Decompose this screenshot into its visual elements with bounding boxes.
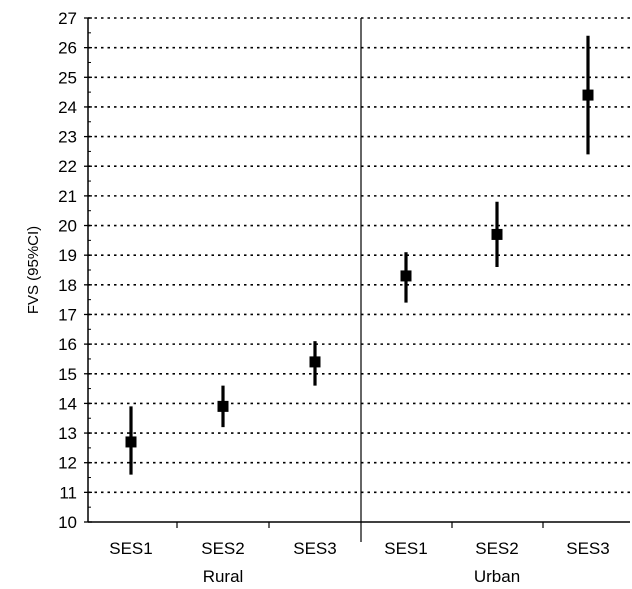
y-tick-label: 14 <box>58 394 77 413</box>
x-tick-label: SES3 <box>566 539 609 558</box>
y-tick-label: 27 <box>58 9 77 28</box>
data-point <box>400 270 412 282</box>
y-tick-label: 10 <box>58 513 77 532</box>
axes <box>87 18 630 542</box>
y-tick-label: 15 <box>58 365 77 384</box>
y-tick-label: 18 <box>58 276 77 295</box>
x-tick-label: SES3 <box>293 539 336 558</box>
y-tick-label: 16 <box>58 335 77 354</box>
data-point <box>491 228 503 240</box>
y-tick-label: 11 <box>59 483 77 502</box>
data-point <box>309 356 321 368</box>
y-tick-label: 19 <box>58 246 77 265</box>
grid-lines <box>88 17 630 494</box>
y-tick-label: 17 <box>58 305 77 324</box>
y-tick-label: 25 <box>58 68 77 87</box>
x-tick-label: SES1 <box>384 539 427 558</box>
data-marks <box>125 35 594 475</box>
x-tick-label: SES2 <box>201 539 244 558</box>
y-tick-label: 21 <box>58 187 77 206</box>
data-point <box>217 400 229 412</box>
y-axis-title: FVS (95%CI) <box>25 226 42 314</box>
y-tick-label: 13 <box>58 424 77 443</box>
group-label: Urban <box>474 567 520 586</box>
y-tick-label: 26 <box>58 39 77 58</box>
data-point <box>125 436 137 448</box>
y-tick-label: 12 <box>58 454 77 473</box>
data-point <box>582 89 594 101</box>
y-tick-label: 23 <box>58 128 77 147</box>
y-tick-label: 20 <box>58 217 77 236</box>
category-labels: SES1 SES2 SES3 SES1 SES2 SES3 Rural Urban <box>109 539 609 586</box>
x-tick-label: SES2 <box>475 539 518 558</box>
group-label: Rural <box>203 567 244 586</box>
x-tick-label: SES1 <box>109 539 152 558</box>
y-tick-label: 24 <box>58 98 77 117</box>
y-ticks: 10 11 12 13 14 15 16 17 18 19 20 21 22 23 24 25 26 27 <box>58 9 92 532</box>
y-tick-label: 22 <box>58 157 77 176</box>
